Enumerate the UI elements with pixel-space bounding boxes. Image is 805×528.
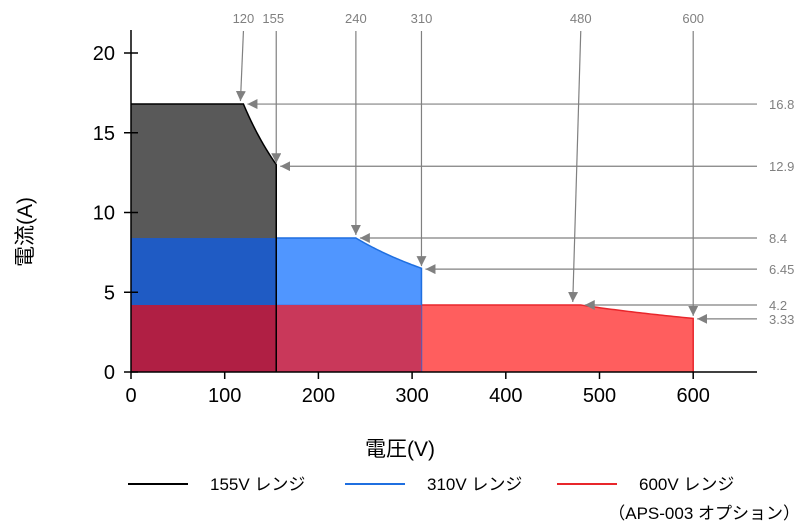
current-label-4-2: 4.2	[769, 298, 787, 313]
overlap-155-310	[131, 238, 277, 306]
y-tick-label-0: 0	[104, 362, 115, 384]
y-tick-label-15: 15	[93, 123, 115, 145]
current-label-3-33: 3.33	[769, 312, 794, 327]
y-tick-label-10: 10	[93, 203, 115, 225]
y-axis-title: 電流(A)	[14, 197, 37, 267]
outline-310v	[131, 237, 423, 372]
x-tick-label-300: 300	[395, 385, 428, 407]
voltage-arrow-120	[235, 30, 246, 102]
y-tick-label-20: 20	[93, 43, 115, 65]
overlap-155-600	[131, 305, 277, 372]
annotations: 120 155 240 310 480 600 16.8 12.9 8.4 6.45 4.23.33	[233, 11, 795, 327]
current-label-12-9: 12.9	[769, 159, 794, 174]
x-tick-label-600: 600	[677, 385, 710, 407]
legend-label-310v: 310V レンジ	[427, 475, 522, 494]
y-tick-label-5: 5	[104, 282, 115, 304]
legend-label-600v: 600V レンジ	[639, 475, 734, 494]
current-label-8-4: 8.4	[769, 231, 787, 246]
legend-label-155v: 155V レンジ	[210, 475, 305, 494]
x-axis-title: 電圧(V)	[365, 438, 435, 461]
footnote: （APS-003 オプション）	[608, 504, 800, 523]
x-tick-label-500: 500	[583, 385, 616, 407]
x-tick-label-100: 100	[208, 385, 241, 407]
x-tick-label-400: 400	[489, 385, 522, 407]
current-label-16-8: 16.8	[769, 97, 794, 112]
voltage-label-240: 240	[345, 11, 367, 26]
legend: 155V レンジ 310V レンジ 600V レンジ	[128, 475, 734, 494]
x-tick-label-0: 0	[125, 385, 136, 407]
voltage-label-600: 600	[682, 11, 704, 26]
voltage-label-480: 480	[570, 11, 592, 26]
x-tick-label-200: 200	[302, 385, 335, 407]
outline-600v	[131, 304, 694, 372]
range-areas	[131, 103, 694, 373]
voltage-label-155: 155	[262, 11, 284, 26]
voltage-label-120: 120	[233, 11, 255, 26]
voltage-label-310: 310	[411, 11, 433, 26]
current-label-6-45: 6.45	[769, 262, 794, 277]
axes: 0 100 200 300 400 500 600 0 5 10 15 20	[93, 30, 757, 407]
overlap-310-600	[276, 305, 422, 372]
